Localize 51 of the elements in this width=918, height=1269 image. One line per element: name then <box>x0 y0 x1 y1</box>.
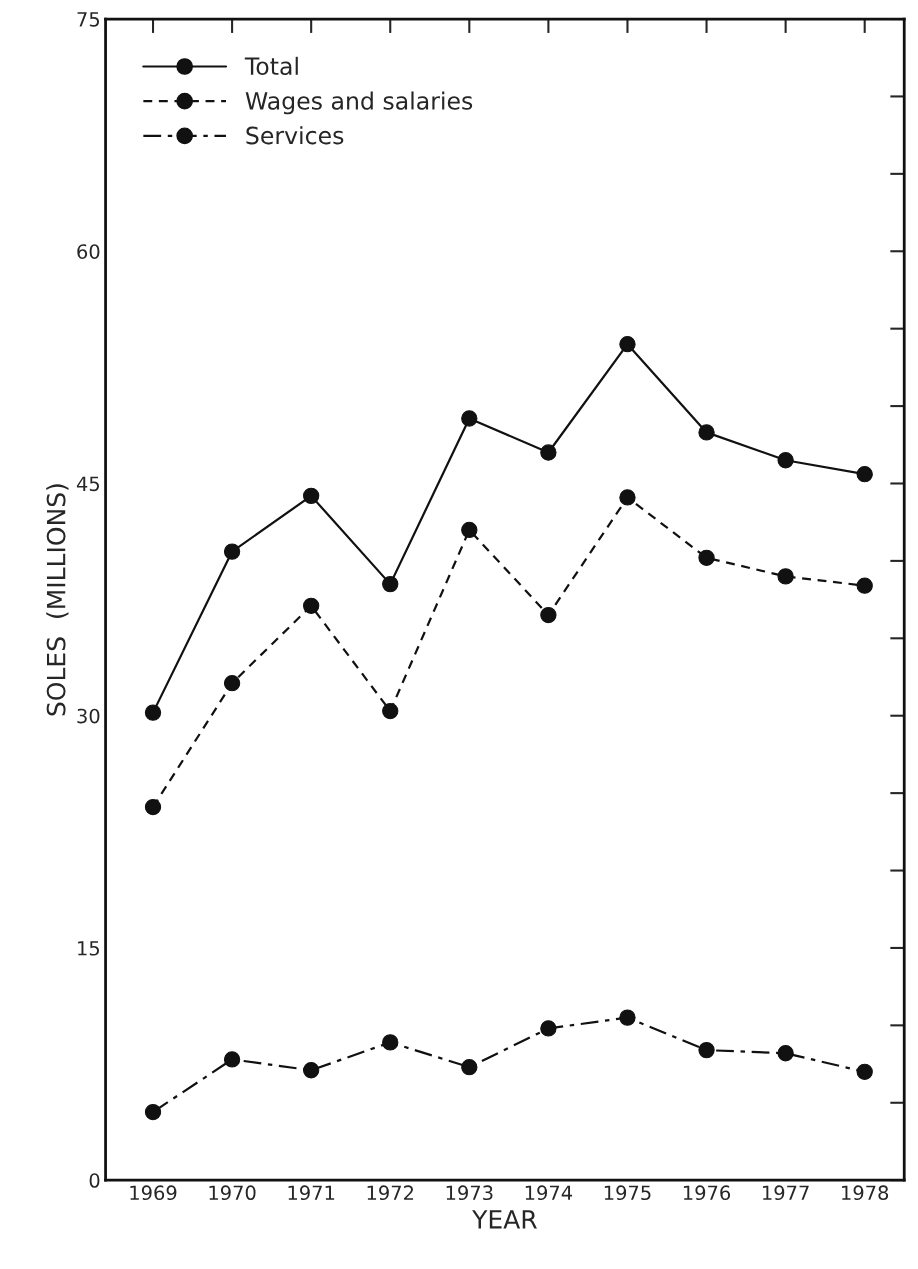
point <box>303 1062 320 1079</box>
point <box>144 704 162 721</box>
y-tick-label: 45 <box>76 476 100 492</box>
point <box>461 410 478 427</box>
point <box>223 543 241 560</box>
point <box>461 1058 478 1076</box>
point <box>856 1063 873 1080</box>
y-tick-label: 30 <box>77 708 100 724</box>
x-tick-label: 1978 <box>842 1185 889 1201</box>
legend-label: Total <box>244 56 298 76</box>
legend-label: Services <box>246 126 344 145</box>
point <box>540 1020 557 1037</box>
point <box>382 702 399 720</box>
point <box>144 1103 162 1121</box>
legend-label: Wages and salaries <box>245 91 473 115</box>
x-tick-label: 1977 <box>763 1185 809 1201</box>
point <box>777 452 794 469</box>
point <box>303 597 320 614</box>
point <box>619 489 636 506</box>
point <box>223 1051 241 1068</box>
x-tick-label: 1973 <box>446 1185 493 1201</box>
x-tick-label: 1976 <box>683 1185 731 1201</box>
point <box>777 568 794 585</box>
point <box>223 675 241 692</box>
point <box>461 521 478 539</box>
x-tick-label: 1974 <box>525 1185 573 1201</box>
x-tick-label: 1975 <box>604 1185 651 1201</box>
x-tick-label: 1970 <box>209 1185 256 1201</box>
point <box>619 1009 636 1026</box>
point <box>698 424 715 441</box>
x-tick-label: 1969 <box>130 1185 177 1201</box>
point <box>698 1041 715 1059</box>
point <box>382 1034 399 1051</box>
point <box>540 606 557 624</box>
point <box>856 577 873 594</box>
point <box>619 335 636 353</box>
y-tick-label: 75 <box>77 12 100 27</box>
point <box>382 575 399 593</box>
point <box>777 1045 794 1062</box>
x-axis-title: YEAR <box>472 1210 537 1229</box>
point <box>144 798 162 816</box>
y-tick-label: 0 <box>89 1173 100 1188</box>
x-tick-label: 1971 <box>288 1185 335 1201</box>
y-axis-title: SOLES (MILLIONS) <box>46 484 69 716</box>
point <box>698 549 715 566</box>
point <box>540 444 557 461</box>
y-tick-label: 15 <box>78 941 100 956</box>
x-tick-label: 1972 <box>367 1185 414 1201</box>
point <box>303 487 320 505</box>
point <box>856 466 873 483</box>
y-tick-label: 60 <box>77 244 100 259</box>
